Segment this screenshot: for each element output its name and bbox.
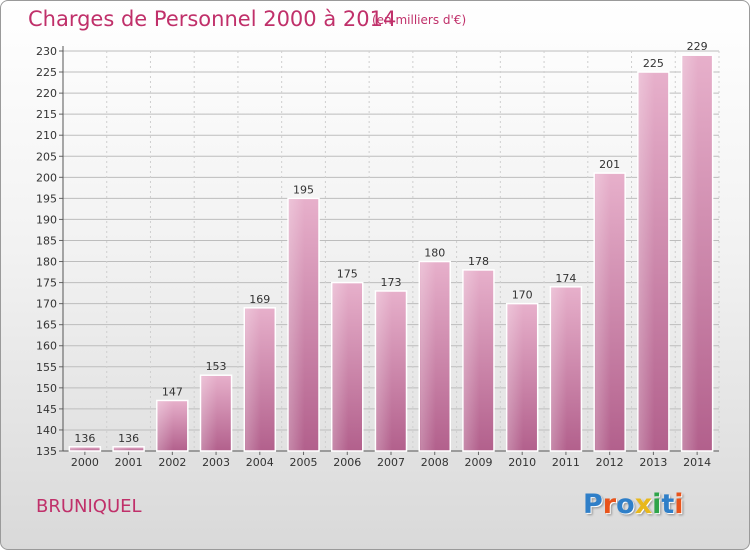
bar-highlight [420, 262, 436, 451]
proxiti-logo: Proxiti [583, 489, 684, 520]
x-tick-label: 2014 [683, 456, 711, 469]
y-tick-label: 135 [36, 445, 57, 458]
y-tick-label: 205 [36, 150, 57, 163]
bar-highlight [114, 447, 130, 451]
x-tick-label: 2001 [115, 456, 143, 469]
x-tick-label: 2004 [246, 456, 274, 469]
y-tick-label: 170 [36, 298, 57, 311]
bar-highlight [507, 304, 524, 451]
bar-highlight [638, 73, 655, 451]
y-tick-label: 165 [36, 319, 57, 332]
x-tick-label: 2008 [421, 456, 449, 469]
bar-highlight [245, 308, 261, 451]
x-tick-label: 2003 [202, 456, 230, 469]
data-label: 225 [643, 57, 664, 70]
bar-highlight [463, 270, 480, 451]
y-tick-label: 210 [36, 129, 57, 142]
y-tick-label: 175 [36, 277, 57, 290]
y-tick-label: 230 [36, 45, 57, 58]
data-label: 136 [74, 432, 95, 445]
logo-letter: i [674, 489, 684, 520]
bar-highlight [157, 401, 174, 451]
x-tick-label: 2009 [464, 456, 492, 469]
data-label: 175 [337, 268, 358, 281]
data-label: 147 [162, 385, 183, 398]
data-label: 180 [424, 247, 445, 260]
y-tick-label: 180 [36, 256, 57, 269]
data-label: 173 [381, 276, 402, 289]
y-tick-label: 195 [36, 192, 57, 205]
data-label: 136 [118, 432, 139, 445]
data-label: 174 [555, 272, 576, 285]
x-tick-label: 2000 [71, 456, 99, 469]
data-label: 170 [512, 289, 533, 302]
y-tick-label: 200 [36, 171, 57, 184]
bar-highlight [332, 283, 349, 451]
logo-letter: t [661, 489, 675, 520]
y-tick-label: 225 [36, 66, 57, 79]
logo-letter: i [652, 489, 662, 520]
logo-letter: P [583, 489, 603, 520]
logo-letter: o [616, 489, 635, 520]
bar-highlight [376, 292, 392, 451]
chart-subtitle: (en milliers d'€) [372, 13, 467, 27]
bar-highlight [551, 287, 567, 451]
x-tick-label: 2012 [596, 456, 624, 469]
data-label: 201 [599, 158, 620, 171]
bars [68, 54, 714, 452]
x-tick-label: 2006 [333, 456, 361, 469]
y-tick-label: 145 [36, 403, 57, 416]
logo-letter: x [634, 489, 653, 520]
y-tick-label: 160 [36, 340, 57, 353]
x-tick-label: 2002 [158, 456, 186, 469]
logo-letter: r [602, 489, 617, 520]
y-tick-label: 185 [36, 234, 57, 247]
bar-highlight [682, 56, 699, 452]
data-label: 169 [249, 293, 270, 306]
x-tick-label: 2013 [639, 456, 667, 469]
x-tick-label: 2007 [377, 456, 405, 469]
y-tick-label: 150 [36, 382, 57, 395]
bar-highlight [201, 376, 218, 451]
bar-highlight [70, 447, 86, 451]
y-tick-label: 220 [36, 87, 57, 100]
y-tick-label: 155 [36, 361, 57, 374]
bar-highlight [595, 174, 611, 451]
data-label: 229 [687, 40, 708, 53]
y-tick-label: 215 [36, 108, 57, 121]
commune-name: BRUNIQUEL [36, 496, 142, 517]
y-tick-label: 140 [36, 424, 57, 437]
data-label: 195 [293, 183, 314, 196]
labels: 136 2000 136 2001 147 2002 153 2003 169 2004 195 20… [71, 40, 711, 469]
chart-title: Charges de Personnel 2000 à 2014 [28, 7, 397, 31]
data-label: 153 [206, 360, 227, 373]
y-tick-label: 190 [36, 213, 57, 226]
x-tick-label: 2011 [552, 456, 580, 469]
x-tick-label: 2010 [508, 456, 536, 469]
x-tick-label: 2005 [290, 456, 318, 469]
bar-highlight [289, 199, 305, 451]
data-label: 178 [468, 255, 489, 268]
